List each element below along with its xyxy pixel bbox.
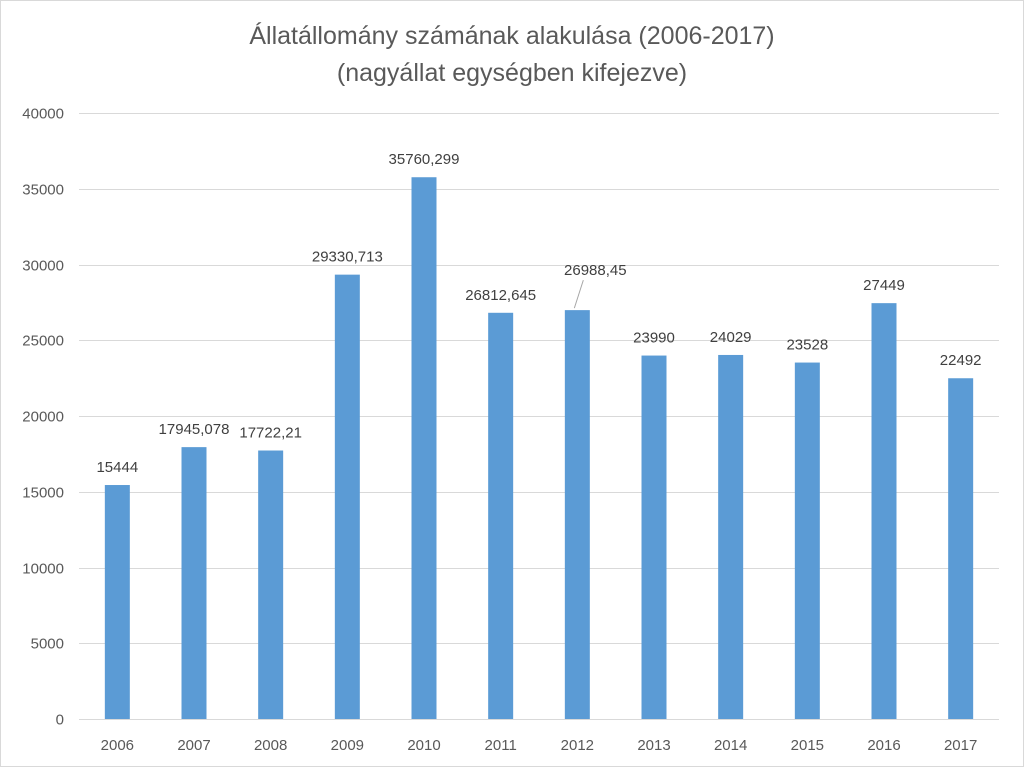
x-tick-label: 2010	[407, 737, 440, 754]
y-tick-label: 15000	[22, 485, 64, 502]
x-tick-label: 2015	[791, 737, 824, 754]
data-label: 22492	[940, 352, 982, 369]
bar-2011	[488, 312, 514, 719]
data-label: 26988,45	[564, 262, 627, 279]
data-label: 35760,299	[389, 151, 460, 168]
bar-2009	[334, 274, 360, 719]
x-tick-label: 2007	[177, 737, 210, 754]
bar-2017	[948, 378, 974, 719]
x-tick-label: 2017	[944, 737, 977, 754]
data-label-leader-line	[573, 279, 584, 309]
bar-2006	[104, 485, 130, 719]
y-tick-label: 35000	[22, 182, 64, 199]
bar-2007	[181, 447, 207, 719]
data-label: 27449	[863, 277, 905, 294]
x-tick-label: 2016	[867, 737, 900, 754]
y-tick-label: 5000	[31, 636, 64, 653]
data-label: 23528	[786, 337, 828, 354]
x-tick-label: 2006	[101, 737, 134, 754]
data-label: 29330,713	[312, 249, 383, 266]
y-tick-label: 0	[56, 712, 64, 729]
y-tick-label: 30000	[22, 258, 64, 275]
bar-2012	[564, 310, 590, 719]
gridlines	[79, 113, 999, 720]
y-tick-label: 25000	[22, 333, 64, 350]
data-label: 24029	[710, 329, 752, 346]
bar-2016	[871, 303, 897, 719]
data-label: 23990	[633, 330, 675, 347]
data-label: 17945,078	[159, 421, 230, 438]
y-tick-label: 40000	[22, 106, 64, 123]
y-axis-ticks: 0 5000 10000 15000 20000 25000 30000 35000 40000	[22, 106, 64, 729]
bar-2010	[411, 177, 437, 720]
chart-title: Állatállomány számának alakulása (2006-2…	[249, 21, 774, 50]
bar-2015	[794, 362, 820, 719]
x-tick-label: 2009	[331, 737, 364, 754]
data-labels: 15444 17945,078 17722,21 29330,713 35760,299…	[96, 151, 981, 476]
y-tick-label: 10000	[22, 561, 64, 578]
x-tick-label: 2014	[714, 737, 747, 754]
bars	[104, 177, 974, 720]
data-label: 26812,645	[465, 287, 536, 304]
x-tick-label: 2012	[561, 737, 594, 754]
data-label: 15444	[96, 459, 138, 476]
bar-2013	[641, 355, 667, 719]
x-tick-label: 2011	[485, 737, 517, 754]
data-label: 17722,21	[239, 425, 302, 442]
x-tick-label: 2013	[637, 737, 670, 754]
x-tick-label: 2008	[254, 737, 287, 754]
bar-2008	[258, 450, 284, 719]
x-axis-ticks: 2006 2007 2008 2009 2010 2011 2012 2013 2014 2015…	[101, 737, 978, 754]
bar-2014	[718, 354, 744, 719]
y-tick-label: 20000	[22, 409, 64, 426]
chart-subtitle: (nagyállat egységben kifejezve)	[337, 59, 687, 87]
